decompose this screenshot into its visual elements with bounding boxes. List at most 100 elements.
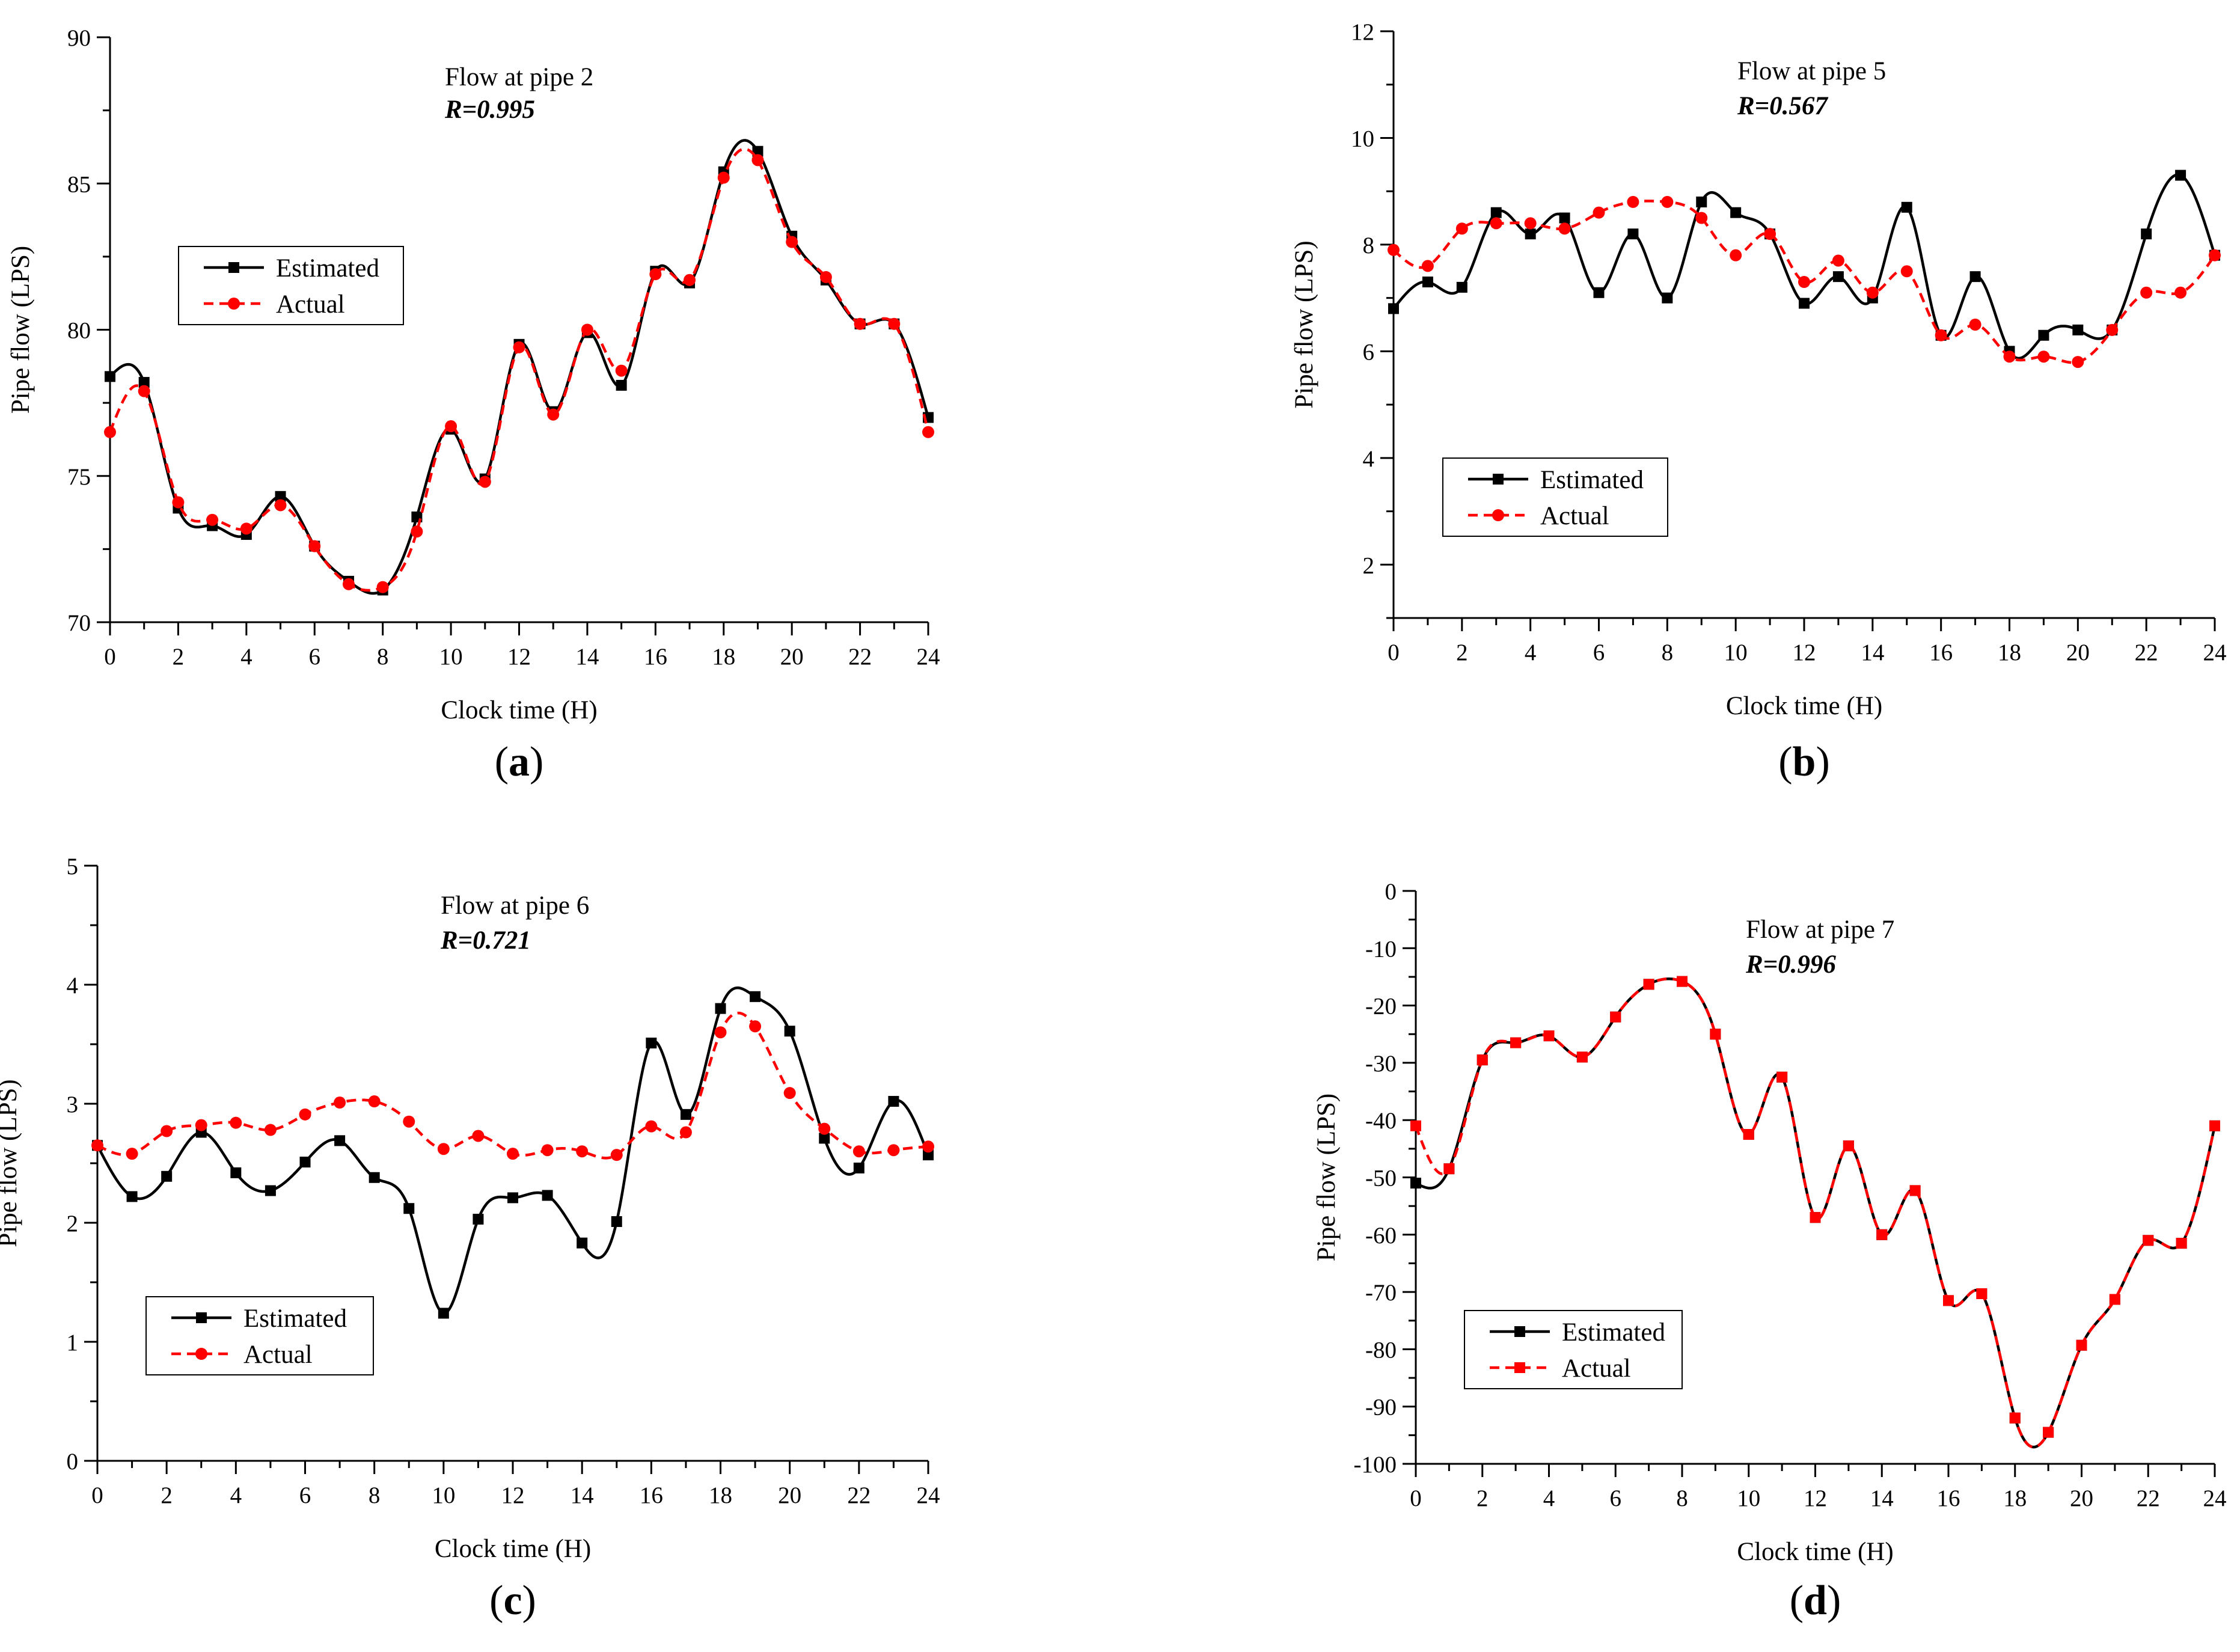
data-point-estimated	[646, 1038, 657, 1049]
x-tick-label: 24	[917, 1482, 940, 1508]
y-tick-label: 2	[1363, 552, 1375, 578]
data-point-actual	[1843, 1140, 1854, 1152]
data-point-actual	[507, 1148, 519, 1160]
data-point-actual	[1490, 217, 1502, 230]
series-line-estimated	[1392, 173, 2217, 360]
x-tick-label: 2	[1456, 640, 1468, 665]
y-tick-label: -20	[1365, 994, 1397, 1020]
x-tick-label: 0	[91, 1482, 103, 1508]
data-point-actual	[888, 317, 901, 330]
data-point-estimated	[611, 1216, 622, 1228]
x-tick-label: 20	[2070, 1485, 2093, 1511]
y-axis-label: Pipe flow (LPS)	[7, 246, 35, 414]
y-axis-label: Pipe flow (LPS)	[0, 1079, 22, 1247]
legend: Estimated Actual	[178, 246, 404, 325]
data-point-actual	[1627, 195, 1639, 208]
legend-marker-actual	[228, 298, 240, 310]
x-tick-label: 16	[644, 644, 667, 670]
data-point-actual	[126, 1148, 138, 1160]
y-tick-label: -40	[1365, 1108, 1397, 1134]
x-tick-label: 24	[2203, 640, 2227, 665]
x-tick-label: 16	[640, 1482, 663, 1508]
data-point-estimated	[161, 1170, 173, 1182]
data-point-actual	[240, 522, 252, 535]
data-point-actual	[684, 274, 696, 286]
data-point-estimated	[369, 1172, 380, 1183]
data-point-actual	[172, 496, 185, 509]
x-tick-label: 12	[1793, 640, 1816, 665]
data-point-estimated	[105, 371, 115, 382]
x-tick-label: 18	[2003, 1485, 2027, 1511]
data-point-actual	[852, 1145, 865, 1158]
data-point-estimated	[1388, 303, 1399, 314]
correlation-label: R=0.996	[1745, 950, 1836, 979]
data-point-actual	[1543, 1030, 1555, 1042]
y-tick-label: 4	[67, 973, 79, 999]
data-point-estimated	[750, 991, 761, 1002]
data-point-actual	[2209, 249, 2221, 262]
x-tick-label: 8	[369, 1482, 381, 1508]
data-point-actual	[1477, 1054, 1488, 1066]
data-point-estimated	[1730, 207, 1742, 218]
x-tick-label: 10	[1724, 640, 1748, 665]
data-point-actual	[1677, 976, 1688, 987]
data-point-actual	[714, 1026, 727, 1039]
x-tick-label: 6	[1593, 640, 1605, 665]
x-tick-label: 24	[2203, 1485, 2227, 1511]
data-point-actual	[2003, 350, 2016, 363]
data-point-actual	[547, 408, 560, 421]
x-tick-label: 22	[2137, 1485, 2160, 1511]
data-point-estimated	[888, 1096, 899, 1107]
data-point-actual	[786, 236, 798, 248]
data-point-actual	[819, 271, 832, 283]
data-point-estimated	[616, 379, 627, 391]
data-point-actual	[1443, 1163, 1455, 1175]
x-axis-label: Clock time (H)	[1737, 1538, 1893, 1566]
x-axis-label: Clock time (H)	[1726, 692, 1882, 720]
data-point-estimated	[853, 1162, 864, 1173]
y-tick-label: 8	[1363, 233, 1375, 259]
series-line-actual	[96, 1011, 929, 1160]
x-tick-label: 18	[709, 1482, 732, 1508]
x-tick-label: 14	[1861, 640, 1884, 665]
x-tick-label: 10	[1737, 1485, 1760, 1511]
data-point-actual	[1909, 1185, 1921, 1196]
x-tick-label: 14	[1870, 1485, 1894, 1511]
correlation-label: R=0.995	[444, 96, 535, 124]
panel-label: (b)	[1778, 739, 1830, 785]
legend-box	[145, 1296, 374, 1375]
x-tick-label: 4	[230, 1482, 242, 1508]
data-point-estimated	[577, 1237, 588, 1249]
data-point-actual	[2174, 286, 2187, 299]
legend-label-estimated: Estimated	[1540, 466, 1644, 494]
data-point-actual	[783, 1087, 796, 1100]
data-point-actual	[308, 540, 321, 552]
legend-label-estimated: Estimated	[276, 254, 379, 283]
data-point-actual	[161, 1125, 173, 1137]
x-tick-label: 22	[848, 644, 872, 670]
x-axis-label: Clock time (H)	[441, 696, 597, 724]
data-point-actual	[1576, 1051, 1588, 1063]
data-point-estimated	[1559, 212, 1570, 224]
x-tick-label: 8	[1662, 640, 1674, 665]
data-point-estimated	[715, 1003, 726, 1014]
data-point-estimated	[819, 1133, 830, 1144]
data-point-actual	[2072, 356, 2084, 369]
data-point-actual	[541, 1144, 554, 1157]
data-point-actual	[576, 1145, 589, 1158]
plot-title: Flow at pipe 6	[441, 892, 589, 920]
data-point-actual	[922, 426, 934, 438]
y-tick-label: 75	[67, 464, 91, 490]
data-point-estimated	[473, 1214, 484, 1225]
data-point-actual	[1832, 254, 1844, 267]
data-point-actual	[2076, 1339, 2087, 1351]
data-point-estimated	[680, 1109, 691, 1120]
data-point-estimated	[1525, 228, 1536, 240]
x-tick-label: 0	[1410, 1485, 1422, 1511]
x-tick-label: 12	[507, 644, 531, 670]
data-point-actual	[376, 581, 389, 593]
series-actual	[91, 1011, 934, 1161]
data-point-estimated	[2072, 324, 2084, 335]
data-point-actual	[1943, 1295, 1954, 1306]
